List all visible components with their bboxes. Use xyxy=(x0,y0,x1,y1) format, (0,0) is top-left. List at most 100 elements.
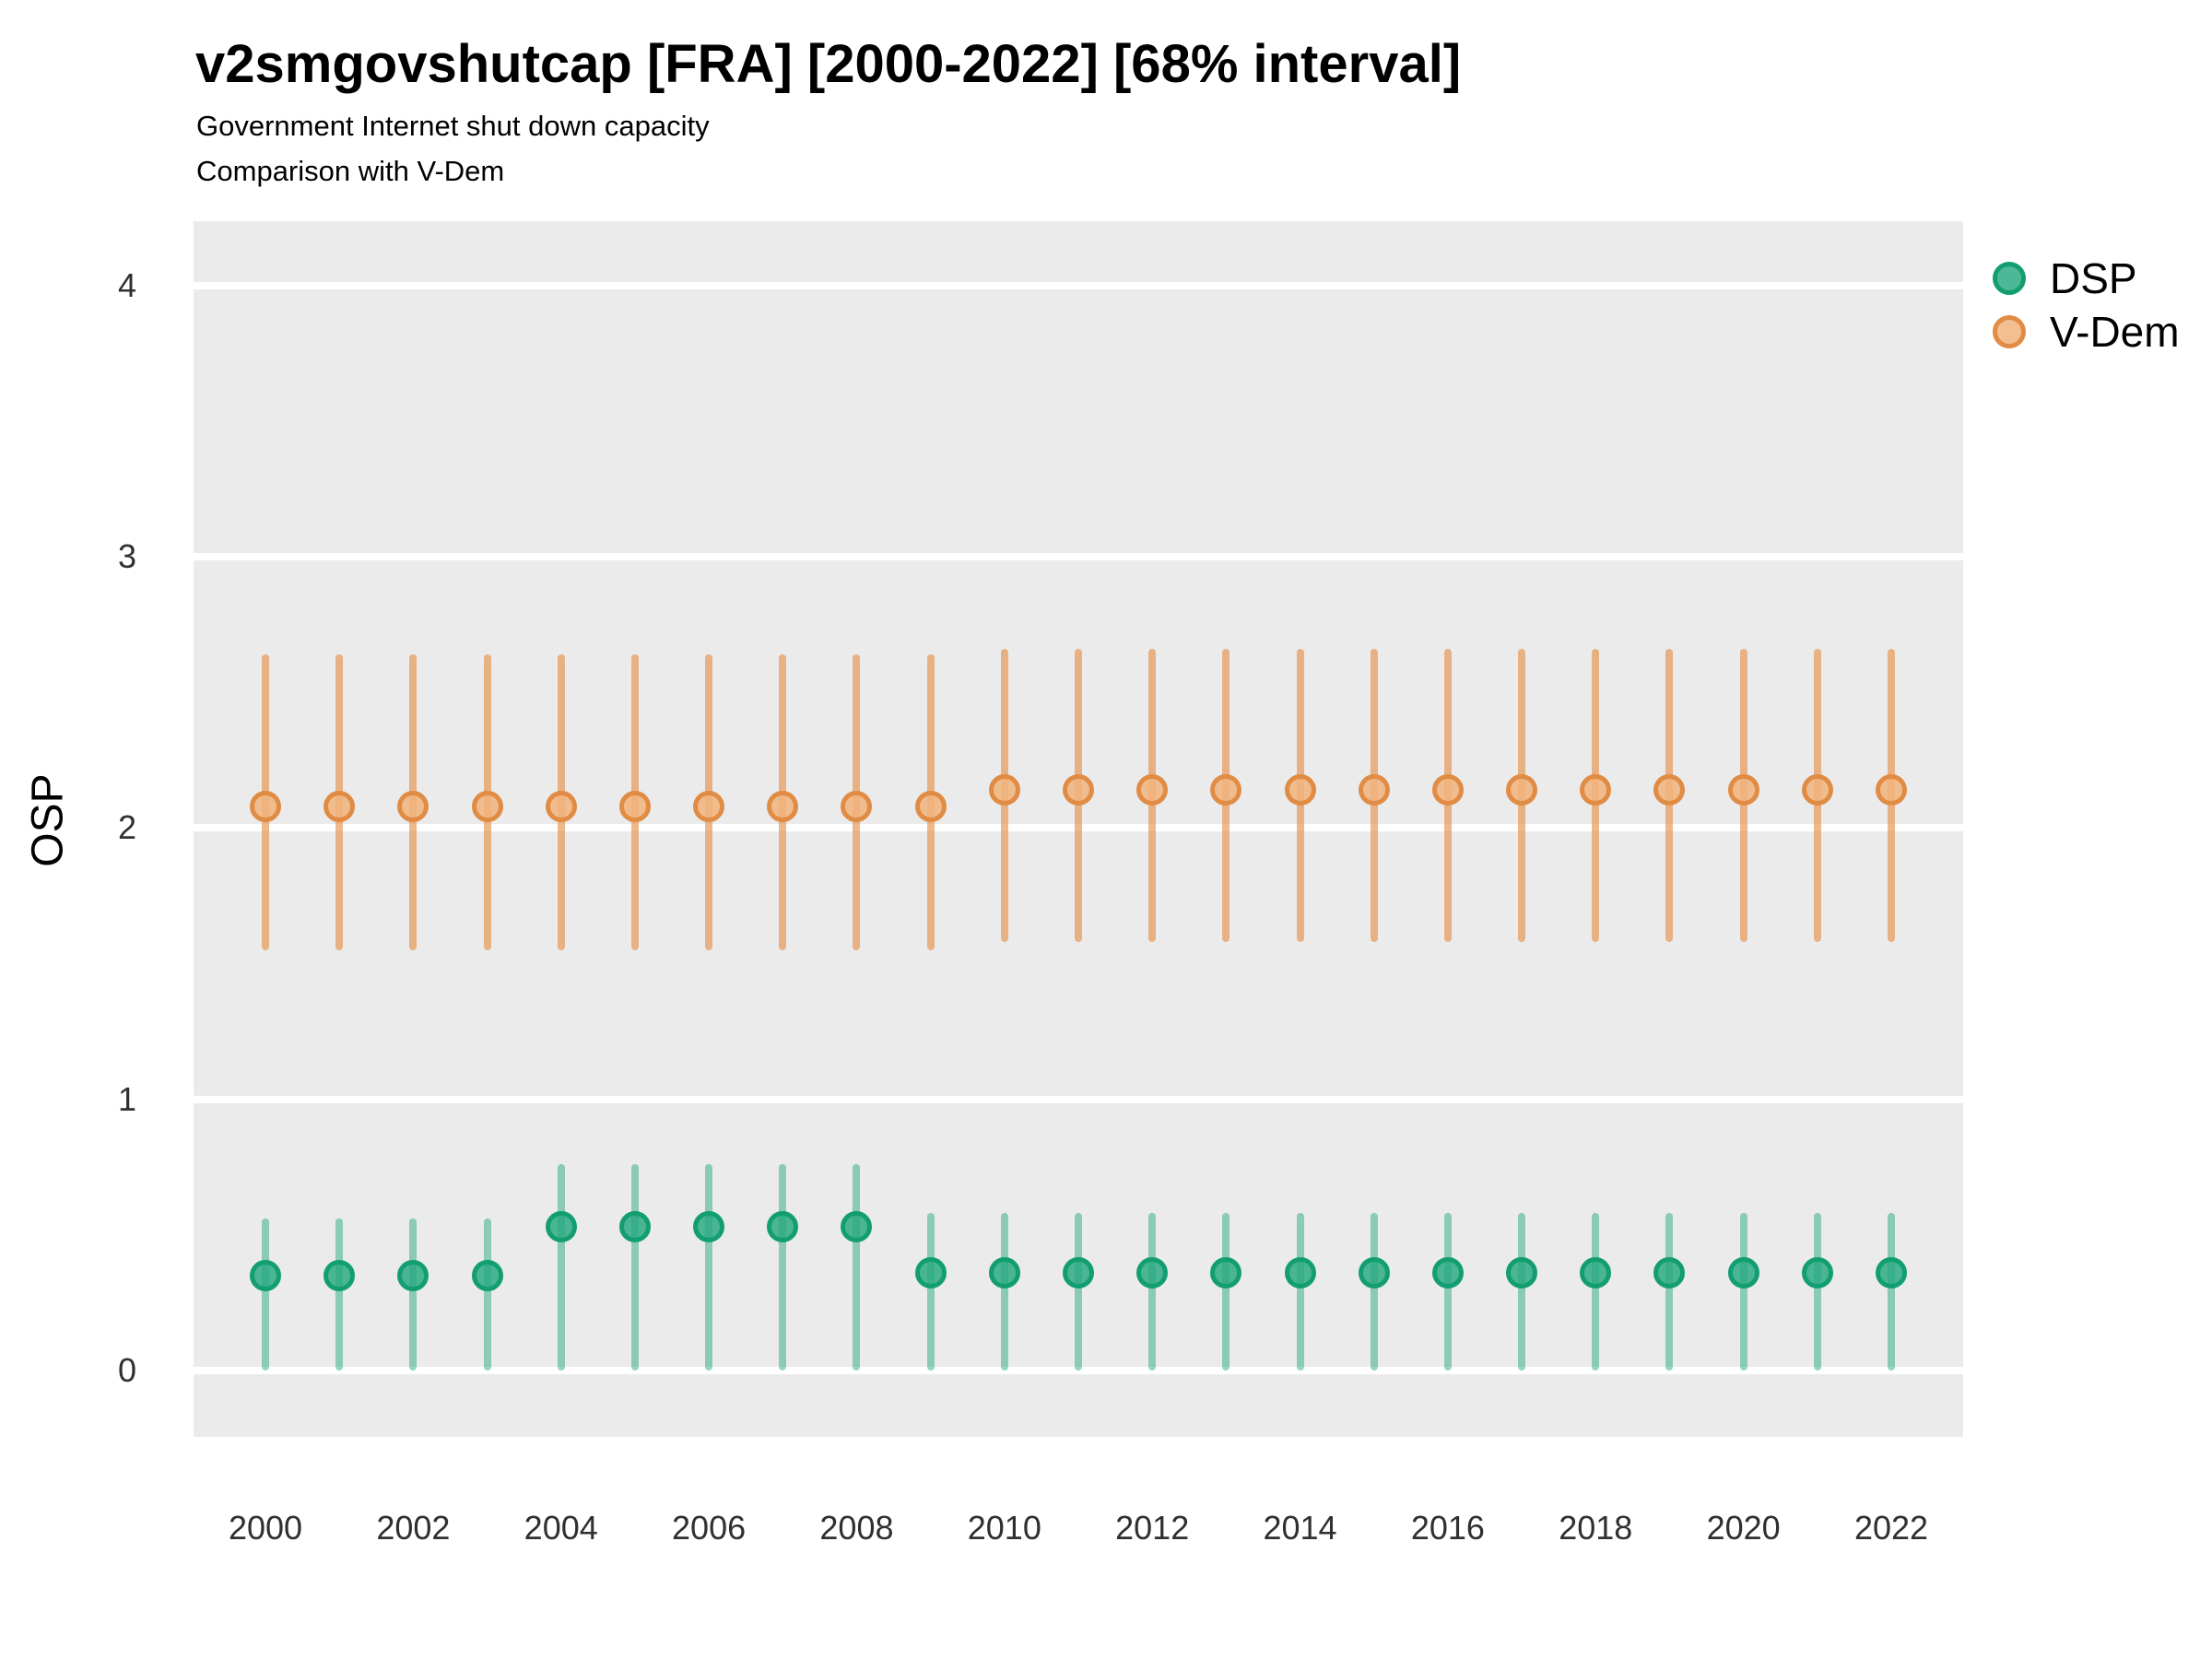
x-tick-label-2004: 2004 xyxy=(524,1509,598,1547)
interval-dsp-2000 xyxy=(262,1218,269,1371)
x-tick-label-2016: 2016 xyxy=(1410,1509,1485,1547)
interval-dsp-2008 xyxy=(853,1164,861,1371)
y-tick-label-0: 0 xyxy=(117,1350,136,1389)
interval-dsp-2003 xyxy=(483,1218,491,1371)
point-vdem-2020 xyxy=(1727,774,1759,806)
point-vdem-2018 xyxy=(1580,774,1612,806)
interval-dsp-2022 xyxy=(1888,1213,1895,1371)
point-dsp-2014 xyxy=(1284,1256,1316,1288)
x-tick-label-2010: 2010 xyxy=(967,1509,1041,1547)
point-vdem-2008 xyxy=(841,790,873,822)
point-vdem-2009 xyxy=(914,790,947,822)
y-tick-label-3: 3 xyxy=(117,537,136,576)
interval-dsp-2013 xyxy=(1222,1213,1230,1371)
dsp-legend-dot-icon xyxy=(1993,262,2026,295)
y-gridline-1 xyxy=(194,1095,1963,1103)
interval-dsp-2019 xyxy=(1665,1213,1674,1371)
x-tick-label-2012: 2012 xyxy=(1115,1509,1190,1547)
point-dsp-2006 xyxy=(693,1210,725,1242)
interval-dsp-2012 xyxy=(1148,1213,1157,1371)
interval-dsp-2015 xyxy=(1370,1213,1378,1371)
point-dsp-2000 xyxy=(250,1259,281,1291)
point-vdem-2003 xyxy=(471,790,503,822)
y-gridline-0 xyxy=(194,1366,1963,1374)
point-dsp-2011 xyxy=(1063,1256,1094,1288)
point-dsp-2003 xyxy=(471,1259,503,1291)
point-vdem-2012 xyxy=(1136,774,1169,806)
point-vdem-2015 xyxy=(1358,774,1390,806)
legend-label-dsp: DSP xyxy=(2050,254,2137,302)
point-vdem-2000 xyxy=(250,790,281,822)
point-vdem-2010 xyxy=(988,774,1020,806)
point-dsp-2015 xyxy=(1358,1256,1390,1288)
legend-label-vdem: V-Dem xyxy=(2050,308,2180,356)
point-dsp-2016 xyxy=(1431,1256,1464,1288)
interval-dsp-2006 xyxy=(705,1164,713,1371)
x-tick-label-2006: 2006 xyxy=(672,1509,747,1547)
interval-dsp-2011 xyxy=(1075,1213,1082,1371)
interval-dsp-2007 xyxy=(779,1164,787,1371)
point-vdem-2004 xyxy=(545,790,577,822)
interval-dsp-2010 xyxy=(1000,1213,1008,1371)
point-vdem-2022 xyxy=(1876,774,1907,806)
point-dsp-2002 xyxy=(397,1259,429,1291)
x-tick-label-2008: 2008 xyxy=(819,1509,894,1547)
legend: DSP V-Dem xyxy=(1993,252,2180,359)
point-vdem-2006 xyxy=(693,790,725,822)
chart-subtitle-line1: Government Internet shut down capacity xyxy=(196,110,710,142)
point-dsp-2021 xyxy=(1801,1256,1833,1288)
interval-dsp-2021 xyxy=(1813,1213,1821,1371)
interval-dsp-2014 xyxy=(1296,1213,1304,1371)
interval-dsp-2016 xyxy=(1443,1213,1452,1371)
interval-dsp-2018 xyxy=(1592,1213,1600,1371)
y-tick-label-1: 1 xyxy=(117,1079,136,1118)
point-dsp-2019 xyxy=(1653,1256,1686,1288)
point-vdem-2016 xyxy=(1431,774,1464,806)
y-gridline-3 xyxy=(194,553,1963,561)
point-vdem-2001 xyxy=(324,790,356,822)
interval-dsp-2001 xyxy=(335,1218,344,1371)
y-gridline-4 xyxy=(194,281,1963,289)
interval-dsp-2017 xyxy=(1518,1213,1526,1371)
point-vdem-2013 xyxy=(1210,774,1242,806)
point-vdem-2017 xyxy=(1506,774,1538,806)
point-dsp-2010 xyxy=(988,1256,1020,1288)
point-vdem-2011 xyxy=(1063,774,1094,806)
y-tick-label-2: 2 xyxy=(117,808,136,847)
interval-dsp-2004 xyxy=(557,1164,565,1371)
point-vdem-2021 xyxy=(1801,774,1833,806)
point-dsp-2009 xyxy=(914,1256,947,1288)
legend-item-vdem: V-Dem xyxy=(1993,305,2180,359)
x-tick-label-2022: 2022 xyxy=(1853,1509,1929,1547)
x-tick-label-2020: 2020 xyxy=(1706,1509,1781,1547)
point-dsp-2001 xyxy=(324,1259,356,1291)
x-tick-label-2014: 2014 xyxy=(1263,1509,1337,1547)
chart-subtitle-line2: Comparison with V-Dem xyxy=(196,155,505,187)
point-vdem-2007 xyxy=(767,790,799,822)
interval-dsp-2005 xyxy=(630,1164,639,1371)
point-vdem-2019 xyxy=(1653,774,1686,806)
point-dsp-2017 xyxy=(1506,1256,1538,1288)
interval-dsp-2009 xyxy=(926,1213,935,1371)
point-dsp-2005 xyxy=(618,1210,651,1242)
chart-title: v2smgovshutcap [FRA] [2000-2022] [68% in… xyxy=(195,34,1462,94)
point-dsp-2013 xyxy=(1210,1256,1242,1288)
point-vdem-2002 xyxy=(397,790,429,822)
interval-dsp-2002 xyxy=(409,1218,418,1371)
point-dsp-2022 xyxy=(1876,1256,1907,1288)
point-vdem-2014 xyxy=(1284,774,1316,806)
x-tick-label-2000: 2000 xyxy=(228,1509,303,1547)
interval-dsp-2020 xyxy=(1739,1213,1747,1371)
point-dsp-2012 xyxy=(1136,1256,1169,1288)
point-dsp-2004 xyxy=(545,1210,577,1242)
point-dsp-2018 xyxy=(1580,1256,1612,1288)
vdem-legend-dot-icon xyxy=(1993,315,2026,348)
x-tick-label-2018: 2018 xyxy=(1559,1509,1633,1547)
point-vdem-2005 xyxy=(618,790,651,822)
x-tick-label-2002: 2002 xyxy=(376,1509,451,1547)
point-dsp-2020 xyxy=(1727,1256,1759,1288)
y-tick-label-4: 4 xyxy=(117,265,136,304)
legend-item-dsp: DSP xyxy=(1993,252,2180,305)
point-dsp-2007 xyxy=(767,1210,799,1242)
